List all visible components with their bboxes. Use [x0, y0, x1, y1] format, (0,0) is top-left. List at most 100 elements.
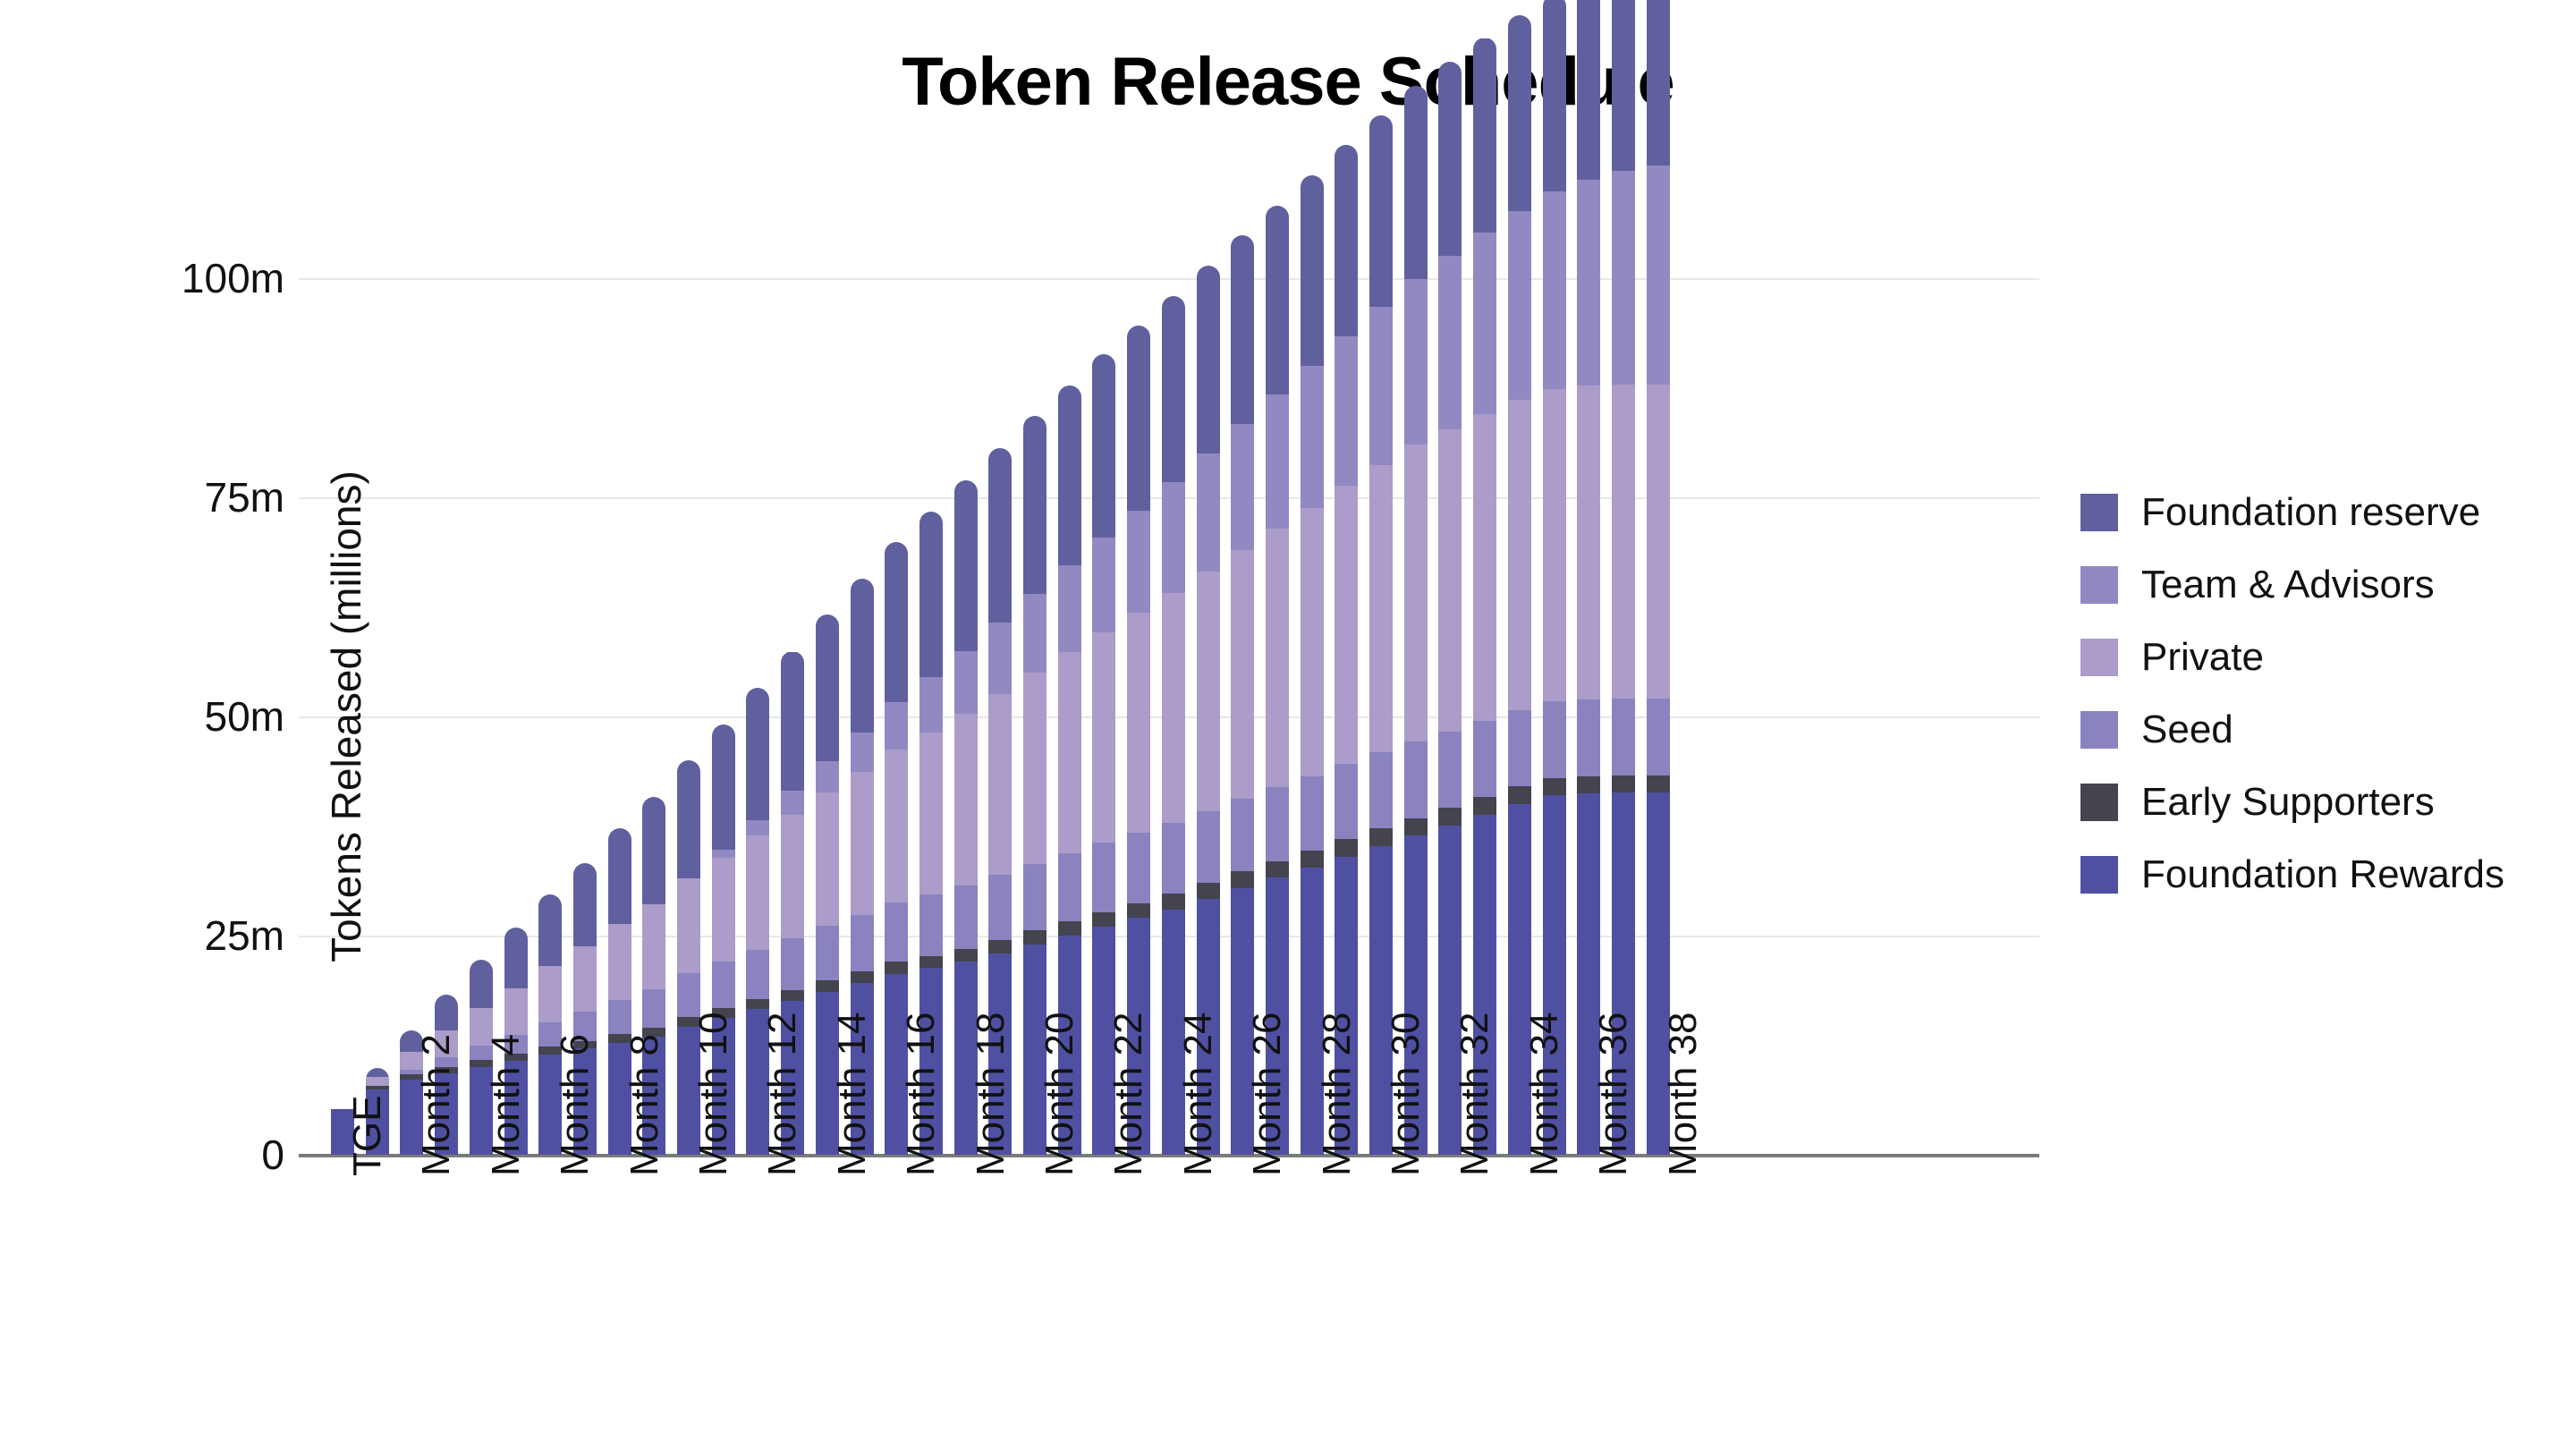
- bar-segment: [504, 1061, 528, 1155]
- bar-stack[interactable]: [1473, 38, 1497, 1155]
- bar-stack[interactable]: [1092, 354, 1116, 1155]
- bar-stack[interactable]: [746, 687, 770, 1155]
- bar-stack[interactable]: [469, 960, 493, 1155]
- bar-series-group: [331, 0, 2021, 1155]
- bar-segment: [1646, 775, 1670, 793]
- bar-segment: [1023, 863, 1046, 931]
- legend-item[interactable]: Seed: [2080, 708, 2504, 752]
- bar-stack[interactable]: [1265, 205, 1289, 1155]
- bar-stack[interactable]: [607, 828, 631, 1155]
- bar-segment: [711, 857, 735, 962]
- bar-segment: [504, 1034, 528, 1055]
- bar-stack[interactable]: [1438, 61, 1462, 1155]
- bar-stack[interactable]: [504, 928, 528, 1155]
- bar-segment: [1369, 828, 1393, 847]
- bar-stack[interactable]: [365, 1068, 389, 1155]
- bar-segment: [1023, 944, 1046, 1155]
- bar-segment: [815, 614, 839, 762]
- bar-stack[interactable]: [1646, 0, 1670, 1155]
- bar-segment: [435, 1030, 459, 1058]
- bar-stack[interactable]: [1231, 235, 1255, 1155]
- x-axis-tick-label: Month 14: [829, 1012, 874, 1176]
- bar-stack[interactable]: [1507, 15, 1531, 1155]
- bar-segment: [711, 850, 735, 858]
- bar-segment: [1300, 867, 1324, 1155]
- legend-item[interactable]: Team & Advisors: [2080, 563, 2504, 607]
- bar-segment: [642, 1036, 666, 1155]
- bar-segment: [1265, 877, 1289, 1155]
- bar-stack[interactable]: [885, 542, 909, 1155]
- bar-segment: [1023, 673, 1046, 864]
- bar-stack[interactable]: [677, 760, 700, 1155]
- bar-segment: [885, 962, 909, 975]
- bar-segment: [572, 945, 597, 1013]
- bar-stack[interactable]: [1023, 415, 1046, 1155]
- bar-segment: [1127, 833, 1151, 903]
- legend-swatch-icon: [2080, 566, 2118, 604]
- bar-segment: [1403, 818, 1428, 836]
- bar-segment: [1473, 413, 1497, 721]
- bar-segment: [1611, 775, 1635, 793]
- legend-item-label: Team & Advisors: [2141, 563, 2435, 606]
- x-axis-tick-label: Month 28: [1314, 1012, 1359, 1176]
- bar-stack[interactable]: [1403, 86, 1428, 1155]
- bar-segment: [1542, 388, 1566, 702]
- legend-item-label: Early Supporters: [2141, 780, 2435, 824]
- bar-segment: [1300, 366, 1324, 508]
- bar-stack[interactable]: [1300, 175, 1324, 1155]
- legend-item-label: Seed: [2141, 708, 2233, 751]
- x-axis-tick-label: Month 10: [691, 1012, 735, 1176]
- bar-stack[interactable]: [919, 511, 943, 1155]
- bar-stack[interactable]: [538, 894, 563, 1155]
- bar-stack[interactable]: [1057, 385, 1081, 1155]
- bar-segment: [504, 987, 528, 1035]
- bar-segment: [781, 937, 805, 990]
- bar-stack[interactable]: [988, 448, 1013, 1155]
- y-axis-tick-label: 75m: [204, 474, 284, 521]
- legend-item[interactable]: Foundation Rewards: [2080, 852, 2504, 897]
- bar-segment: [607, 828, 631, 925]
- bar-segment: [1127, 510, 1151, 614]
- x-axis-tick-label: Month 26: [1245, 1012, 1290, 1176]
- bar-stack[interactable]: [815, 614, 839, 1155]
- legend-item[interactable]: Private: [2080, 635, 2504, 680]
- bar-stack[interactable]: [1369, 114, 1393, 1155]
- legend-swatch-icon: [2080, 784, 2118, 821]
- bar-stack[interactable]: [953, 480, 978, 1155]
- bar-segment: [1611, 384, 1635, 699]
- bar-segment: [1023, 930, 1046, 945]
- bar-stack[interactable]: [850, 579, 874, 1155]
- legend-item[interactable]: Early Supporters: [2080, 780, 2504, 825]
- bar-segment: [1507, 786, 1531, 804]
- bar-segment: [1646, 384, 1670, 699]
- bar-segment: [1473, 720, 1497, 798]
- bar-stack[interactable]: [1335, 145, 1359, 1155]
- x-axis-tick-label: Month 22: [1106, 1012, 1151, 1176]
- bar-segment: [781, 814, 805, 938]
- bar-stack[interactable]: [1577, 0, 1601, 1155]
- bar-stack[interactable]: [711, 724, 735, 1155]
- bar-stack[interactable]: [1611, 0, 1635, 1155]
- bar-stack[interactable]: [781, 651, 805, 1155]
- bar-stack[interactable]: [1542, 0, 1566, 1155]
- bar-segment: [538, 1022, 563, 1047]
- bar-stack[interactable]: [572, 862, 597, 1155]
- bar-segment: [953, 714, 978, 886]
- bar-stack[interactable]: [1196, 266, 1220, 1155]
- bar-stack[interactable]: [1161, 295, 1185, 1155]
- bar-stack[interactable]: [642, 797, 666, 1155]
- bar-segment: [365, 1085, 389, 1090]
- x-axis-tick-label: Month 6: [553, 1034, 597, 1176]
- bar-segment: [815, 980, 839, 992]
- page-title: Token Release Schedule: [902, 44, 1675, 120]
- bar-segment: [1023, 415, 1046, 594]
- bar-segment: [538, 1046, 563, 1055]
- legend-item[interactable]: Foundation reserve: [2080, 490, 2504, 535]
- bar-segment: [885, 902, 909, 962]
- bar-stack[interactable]: [331, 1109, 354, 1155]
- bar-segment: [1646, 165, 1670, 385]
- bar-segment: [711, 962, 735, 1009]
- bar-stack[interactable]: [400, 1030, 424, 1155]
- bar-stack[interactable]: [435, 994, 459, 1155]
- bar-stack[interactable]: [1127, 325, 1151, 1155]
